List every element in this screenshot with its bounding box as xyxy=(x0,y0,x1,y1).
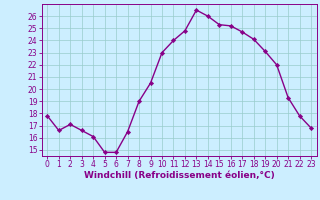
X-axis label: Windchill (Refroidissement éolien,°C): Windchill (Refroidissement éolien,°C) xyxy=(84,171,275,180)
